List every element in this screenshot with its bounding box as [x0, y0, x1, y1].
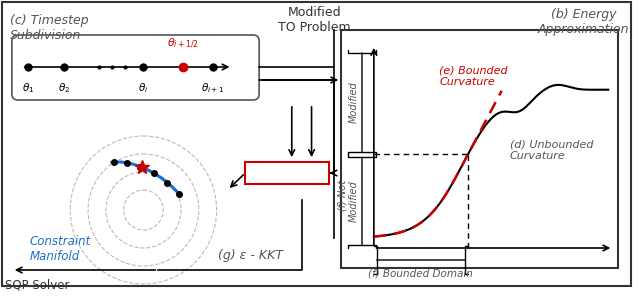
FancyBboxPatch shape: [12, 35, 259, 100]
Text: (f) Bounded Domain: (f) Bounded Domain: [369, 268, 474, 278]
Text: $\theta_{i+1/2}$: $\theta_{i+1/2}$: [167, 37, 199, 51]
Text: (d) Unbounded
Curvature: (d) Unbounded Curvature: [510, 139, 593, 161]
Text: (e) Bounded
Curvature: (e) Bounded Curvature: [440, 66, 508, 88]
Text: (a) LICQ: (a) LICQ: [262, 166, 312, 179]
Text: $\theta_i$: $\theta_i$: [138, 81, 148, 95]
Text: $\theta_2$: $\theta_2$: [58, 81, 70, 95]
Text: SQP Solver: SQP Solver: [5, 279, 70, 292]
Bar: [245, 162, 330, 184]
Text: Modified: Modified: [349, 81, 359, 123]
Text: $\theta_1$: $\theta_1$: [22, 81, 34, 95]
Bar: [341, 30, 618, 268]
Text: (b) Energy
Approximation: (b) Energy Approximation: [538, 8, 629, 36]
Text: Modified
TO Problem: Modified TO Problem: [278, 6, 351, 34]
Text: (g) ε - KKT: (g) ε - KKT: [218, 249, 283, 262]
Text: (c) Timestep
Subdivision: (c) Timestep Subdivision: [10, 14, 88, 42]
Text: (f) Not
Modified: (f) Not Modified: [337, 180, 359, 222]
Text: $\theta_{i+1}$: $\theta_{i+1}$: [201, 81, 224, 95]
Text: Constraint
Manifold: Constraint Manifold: [29, 235, 91, 263]
